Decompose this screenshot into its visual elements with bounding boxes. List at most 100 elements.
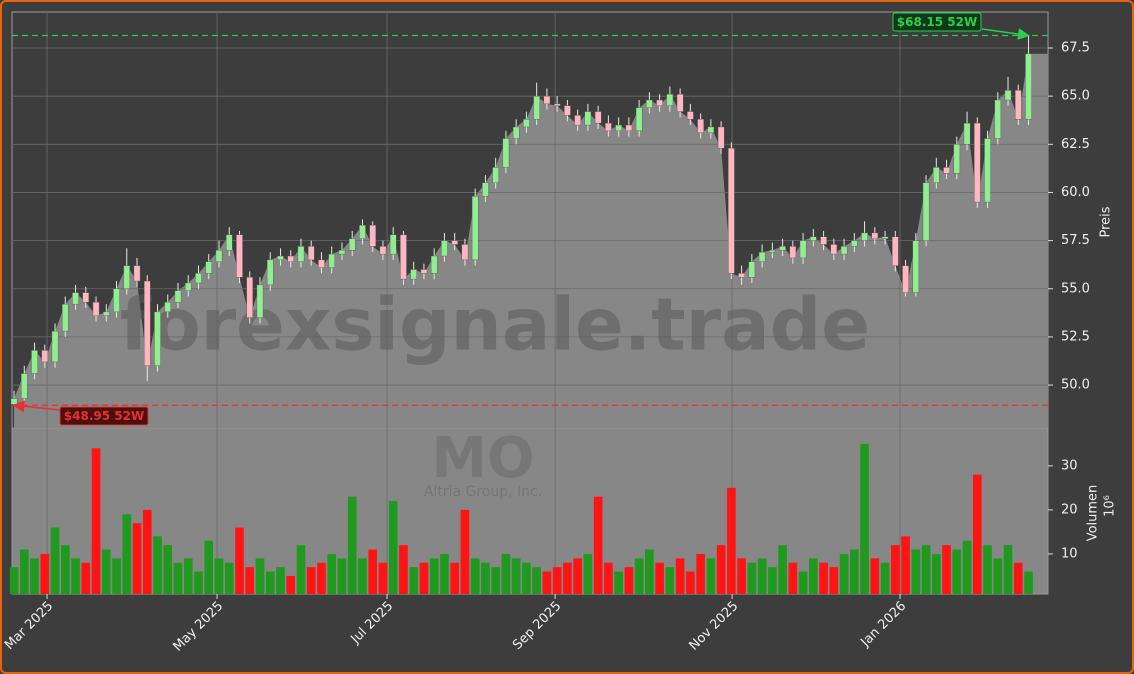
candle-body [195,273,202,284]
volume-bar [224,562,234,594]
volume-bar [194,571,203,594]
y-tick-label: 55.0 [1061,281,1090,296]
volume-y-tick-label: 10 [1061,546,1078,561]
52w-arrow [12,400,61,413]
volume-bar [993,558,1003,594]
volume-bar [624,567,634,594]
52w-label: $48.95 52W [64,409,144,423]
volume-bar [880,562,890,594]
volume-bar [716,545,726,594]
y-tick-label: 62.5 [1061,137,1090,152]
watermark: forexsignale.trade [120,283,870,367]
candle-body [625,124,633,132]
52w-label-box [892,12,982,32]
volume-bar [409,567,418,594]
volume-bar [450,562,459,594]
volume-bar [255,558,265,594]
volume-bar [645,549,654,594]
candle-body [635,107,643,132]
candle-body [174,290,182,303]
volume-bar [665,567,675,594]
candle-body [246,277,254,318]
candle-body [697,119,704,133]
volume-bar [532,567,541,594]
volume-bar [675,558,685,594]
candle-body [379,246,387,255]
y-tick-label: 50.0 [1061,378,1090,393]
candle-body [502,138,510,168]
volume-bar [368,549,378,594]
candle-body [389,234,397,255]
candle-body [892,236,899,266]
volume-axis-label: Volumen [1086,485,1101,542]
candle-body [933,167,940,184]
volume-bar [542,571,552,594]
volume-bar [30,558,39,594]
candle-body [922,182,930,241]
volume-bar [921,545,931,594]
volume-bar [737,558,746,594]
candle-body [728,147,735,274]
x-tick-label: Jan 2026 [858,599,910,651]
candle-body [584,111,592,126]
volume-bar [706,558,716,594]
x-tick-label: Mar 2025 [2,599,56,653]
candle-body [225,234,233,251]
candle-body [31,350,38,374]
candle-body [164,302,172,313]
candle-body [615,124,622,132]
volume-bar [593,496,603,594]
volume-bar [81,562,91,594]
candle-body [297,246,305,262]
y-tick-label: 60.0 [1061,185,1090,200]
volume-bar [112,558,121,594]
candle-body [769,250,776,253]
volume-bar [891,545,900,594]
volume-bar [655,562,664,594]
volume-bar [142,509,152,594]
volume-bar [481,562,490,594]
volume-bar [511,558,521,594]
volume-bar [399,545,408,594]
volume-bar [317,562,326,594]
candle-body [21,373,28,399]
volume-bar [153,536,162,594]
x-tick-label: Jul 2025 [348,599,397,648]
candle-body [830,244,838,255]
candle-body [400,234,407,280]
candle-body [543,95,551,105]
volume-bar [614,571,623,594]
candle-body [154,311,161,366]
candle-body [605,122,612,132]
volume-bar [19,549,29,594]
candle-body [461,244,469,261]
candle-body [236,234,243,278]
volume-bar [1013,562,1023,594]
volume-bar [686,571,695,594]
volume-bar [276,567,285,594]
candle-body [205,261,213,274]
volume-bar [809,558,818,594]
volume-bar [522,562,531,594]
volume-bar [1024,571,1033,594]
candle-body [369,224,376,247]
candle-body [717,126,725,149]
candle-body [266,259,274,286]
candle-body [994,99,1002,139]
volume-bar [768,567,777,594]
volume-bar [972,474,982,594]
candle-body [758,251,766,262]
volume-bar [132,523,142,594]
x-tick-label: Sep 2025 [510,599,564,653]
volume-bar [470,558,480,594]
volume-bar [245,567,255,594]
candle-body [943,167,950,174]
candle-body [974,122,981,203]
candle-body [51,330,59,363]
volume-bar [501,553,511,594]
volume-bar [440,553,449,594]
candle-body [523,119,530,128]
candle-body [963,122,971,145]
volume-bar [932,553,941,594]
